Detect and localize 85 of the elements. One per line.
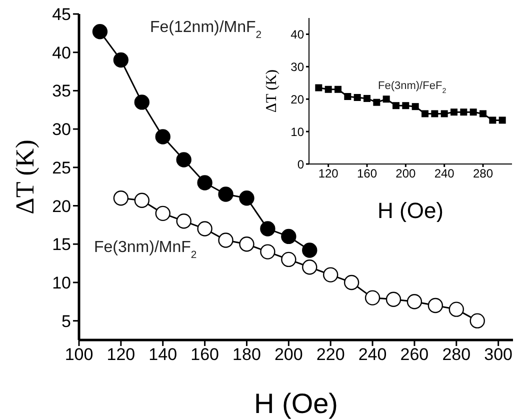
x-tick-label: 140 [148,345,178,364]
x-axis-title: H (Oe) [254,388,338,419]
point [448,302,464,317]
x-tick-label: 240 [358,345,387,364]
point [302,260,318,275]
point [470,108,477,116]
point [176,214,192,229]
point [498,116,506,124]
point [344,274,360,290]
point [155,206,170,222]
y-tick-label: 10 [290,124,304,139]
point [422,110,428,118]
x-tick-label: 280 [442,345,471,364]
x-tick-label: 120 [106,345,136,364]
point [480,110,486,118]
point [322,267,338,282]
x-tick-label: 160 [190,345,219,364]
x-tick-label: 180 [232,345,261,364]
point [302,242,318,258]
y-tick-label: 30 [52,120,71,140]
y-tick-label: 30 [290,60,304,74]
point [324,86,332,93]
point [281,228,296,244]
point [406,294,422,310]
point [155,129,170,144]
point [450,108,458,116]
point [334,86,342,93]
point [354,94,361,101]
point [113,190,129,206]
x-tick-label: 240 [434,166,455,181]
x-tick-label: 200 [274,345,303,364]
point [489,116,496,124]
y-tick-label: 20 [52,196,71,216]
series-label: Fe(3nm)/MnF$_{2}$ [94,239,197,260]
point [364,290,380,306]
y-tick-label: 10 [52,274,71,293]
y-tick-label: 5 [62,312,71,331]
y-tick-label: 20 [290,92,304,106]
point [428,298,444,314]
point [218,186,234,202]
point [176,152,192,168]
point [260,244,276,260]
point [315,84,322,92]
point [392,102,400,110]
y-tick-label: 0 [297,157,304,172]
point [382,96,390,103]
x-tick-label: 160 [356,166,378,181]
point [218,232,234,248]
x-tick-label: 260 [400,345,429,364]
point [92,24,108,40]
point [197,221,212,236]
point [239,190,254,206]
series-label: Fe(12nm)/MnF$_{2}$ [150,19,262,40]
x-tick-label: 100 [64,345,94,364]
y-tick-label: 40 [52,43,71,62]
point [134,192,150,208]
point [281,252,296,268]
point [344,93,352,100]
x-tick-label: 220 [316,345,345,364]
point [113,52,129,68]
point [431,110,438,118]
y-tick-label: 15 [52,235,71,254]
y-axis-title: ΔT (K) [264,69,280,113]
y-tick-label: 25 [52,158,71,178]
point [197,175,212,190]
x-tick-label: 120 [318,166,339,181]
y-axis-title: ΔT (K) [10,140,40,214]
series-label: Fe(3nm)/FeF$_{2}$ [378,80,446,95]
point [364,94,370,102]
y-tick-label: 40 [290,27,304,42]
point [460,108,468,116]
point [260,221,276,236]
point [402,102,410,110]
x-tick-label: 300 [484,345,513,364]
point [373,98,380,106]
y-tick-label: 35 [52,82,71,101]
point [470,313,485,328]
point [239,236,254,252]
y-tick-label: 45 [52,5,71,24]
point [412,103,419,110]
point [134,94,150,110]
point [386,292,402,307]
point [440,110,448,118]
x-tick-label: 280 [472,166,494,181]
x-tick-label: 200 [396,166,416,181]
